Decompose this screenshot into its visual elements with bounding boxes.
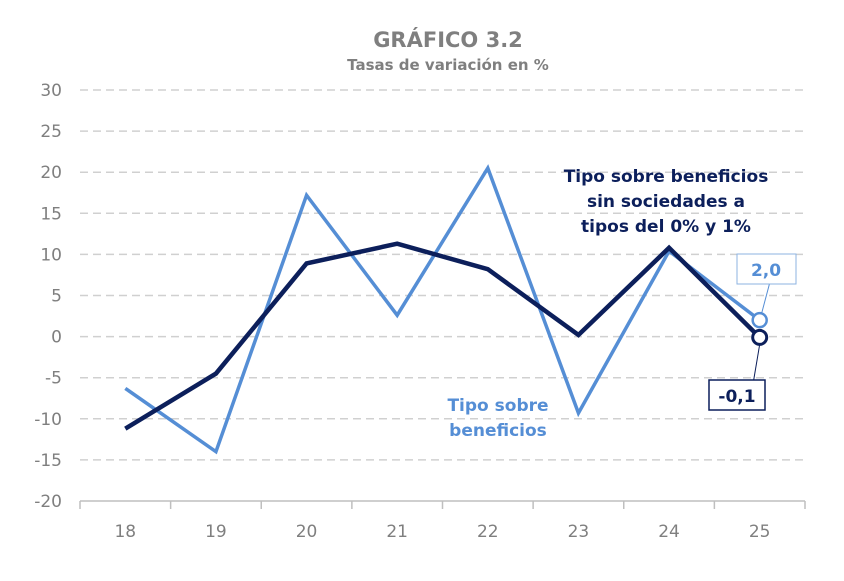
x-tick-label: 20	[296, 522, 318, 542]
x-tick-label: 22	[477, 522, 499, 542]
series-label-dark: Tipo sobre beneficios	[564, 167, 769, 187]
y-tick-label: 15	[40, 204, 62, 224]
end-marker-dark	[751, 328, 769, 346]
series-label-light: Tipo sobre	[447, 396, 548, 416]
x-tick-label: 23	[568, 522, 590, 542]
y-tick-label: 0	[51, 328, 62, 348]
y-tick-label: 5	[51, 287, 62, 307]
end-label-light: 2,0	[751, 261, 781, 281]
series-label-dark: tipos del 0% y 1%	[581, 217, 751, 237]
y-tick-label: -15	[34, 451, 62, 471]
y-tick-label: 20	[40, 163, 62, 183]
y-tick-label: 10	[40, 245, 62, 265]
y-tick-label: 25	[40, 122, 62, 142]
leader-line	[761, 282, 771, 314]
y-tick-label: -20	[34, 492, 62, 512]
end-label-box	[736, 253, 797, 285]
y-tick-label: 30	[40, 81, 62, 101]
series-line-light	[124, 164, 761, 455]
x-tick-label: 18	[114, 522, 136, 542]
end-label-dark: -0,1	[718, 387, 755, 407]
series-line-dark	[124, 241, 762, 431]
x-tick-label: 21	[386, 522, 408, 542]
chart-title: GRÁFICO 3.2	[373, 27, 523, 52]
end-label-box	[708, 379, 766, 411]
leader-line	[753, 344, 761, 381]
x-tick-label: 24	[658, 522, 680, 542]
chart-subtitle: Tasas de variación en %	[347, 56, 549, 74]
end-marker-light	[751, 311, 768, 329]
y-tick-label: -5	[45, 369, 62, 389]
y-tick-label: -10	[34, 410, 62, 430]
x-tick-label: 19	[205, 522, 227, 542]
series-label-dark: sin sociedades a	[587, 192, 745, 212]
x-tick-label: 25	[749, 522, 771, 542]
series-label-light: beneficios	[449, 421, 547, 441]
